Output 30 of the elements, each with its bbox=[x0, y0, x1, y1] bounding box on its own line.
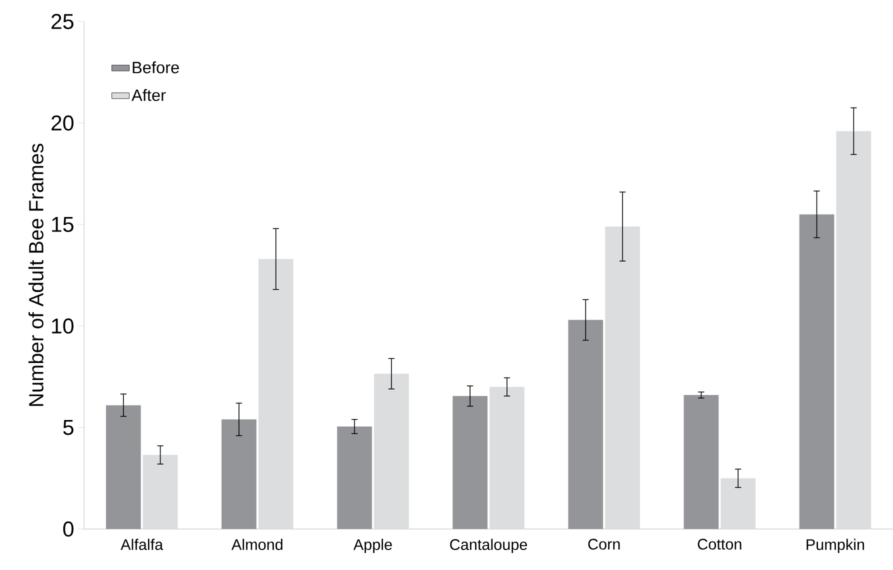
bar bbox=[684, 395, 719, 530]
x-tick-label: Apple bbox=[353, 538, 392, 554]
bar bbox=[836, 131, 872, 530]
x-tick-label: Cantaloupe bbox=[450, 538, 528, 554]
y-tick-label: 0 bbox=[63, 521, 74, 537]
bar bbox=[568, 320, 604, 530]
y-tick-label: 15 bbox=[52, 217, 74, 232]
legend-label: After bbox=[132, 89, 166, 102]
legend-label: Before bbox=[132, 61, 179, 74]
x-tick-label: Cotton bbox=[698, 538, 742, 550]
bar bbox=[720, 478, 756, 530]
bar bbox=[490, 386, 524, 530]
bar bbox=[106, 405, 141, 530]
bar bbox=[142, 454, 178, 530]
bar bbox=[452, 396, 488, 530]
y-axis-title: Number of Adult Bee Frames bbox=[28, 144, 44, 406]
bar bbox=[605, 226, 640, 530]
bar bbox=[374, 374, 409, 530]
y-tick-label: 25 bbox=[52, 14, 74, 30]
x-tick-label: Almond bbox=[231, 538, 282, 550]
bar bbox=[222, 419, 256, 530]
x-tick-label: Corn bbox=[588, 538, 620, 550]
y-tick-label: 20 bbox=[52, 115, 74, 131]
y-tick-label: 10 bbox=[52, 318, 74, 334]
bar bbox=[799, 214, 834, 530]
bar bbox=[337, 426, 372, 530]
y-tick-label: 5 bbox=[63, 420, 74, 435]
x-tick-label: Alfalfa bbox=[120, 538, 164, 550]
x-tick-label: Pumpkin bbox=[806, 538, 864, 554]
bar bbox=[258, 259, 294, 530]
